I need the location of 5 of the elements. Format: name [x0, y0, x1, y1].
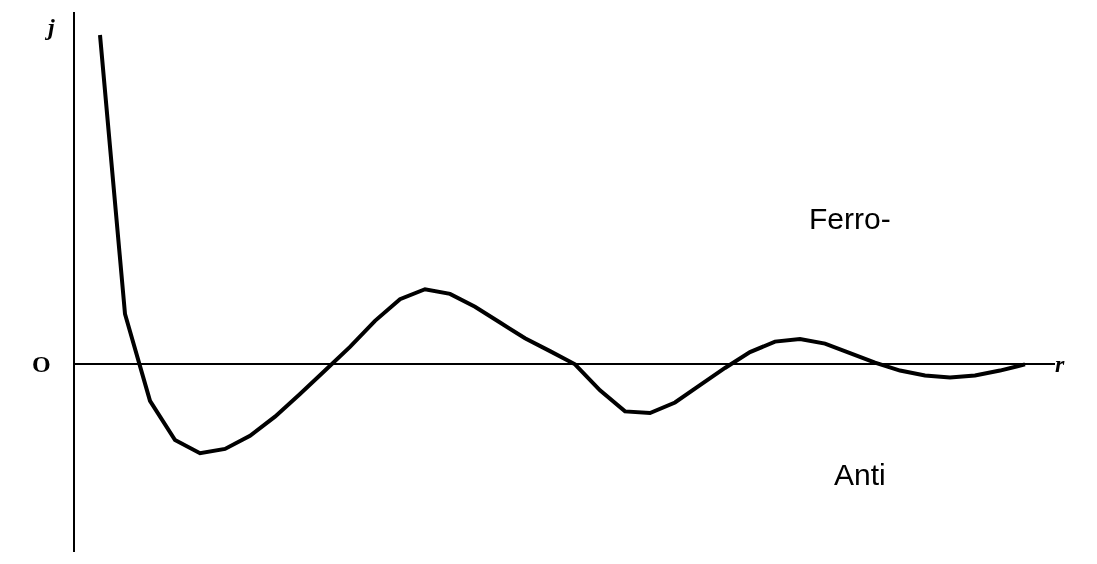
annotation: Ferro- — [809, 202, 891, 235]
text: O — [32, 351, 51, 377]
y-axis-title: j — [44, 14, 55, 40]
x-axis-title: r — [1055, 351, 1065, 377]
text: Anti — [834, 458, 886, 491]
